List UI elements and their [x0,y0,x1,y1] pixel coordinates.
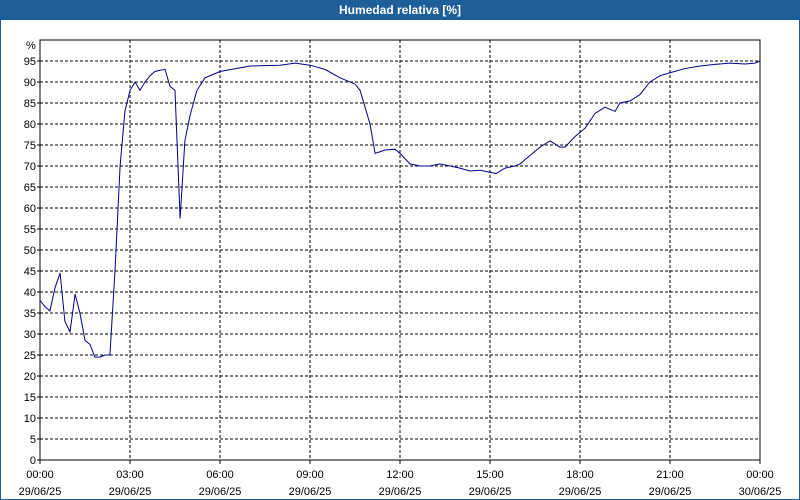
y-tick-label: 35 [24,308,36,320]
y-tick-label: 70 [24,161,36,173]
x-tick-date: 29/06/25 [559,486,602,498]
x-tick-label: 09:00 [296,469,324,481]
x-tick-label: 03:00 [116,469,144,481]
title-bar [0,0,800,20]
x-tick-date: 29/06/25 [199,486,242,498]
x-tick-date: 29/06/25 [109,486,152,498]
y-tick-label: 10 [24,413,36,425]
y-tick-label: 85 [24,98,36,110]
y-tick-label: 65 [24,182,36,194]
y-tick-label: 15 [24,392,36,404]
x-tick-date: 30/06/25 [739,486,782,498]
y-tick-label: 55 [24,224,36,236]
x-tick-date: 29/06/25 [649,486,692,498]
x-tick-date: 29/06/25 [289,486,332,498]
y-tick-label: 30 [24,329,36,341]
x-tick-label: 00:00 [746,469,774,481]
y-tick-label: 60 [24,203,36,215]
y-tick-label: 0 [30,455,36,467]
y-tick-label: 40 [24,287,36,299]
y-tick-label: 45 [24,266,36,278]
x-tick-label: 12:00 [386,469,414,481]
x-tick-date: 29/06/25 [379,486,422,498]
x-tick-label: 18:00 [566,469,594,481]
x-tick-label: 06:00 [206,469,234,481]
y-tick-label: 50 [24,245,36,257]
y-tick-label: 25 [24,350,36,362]
x-tick-label: 00:00 [26,469,54,481]
chart-title: Humedad relativa [%] [339,3,461,17]
y-tick-label: 90 [24,77,36,89]
x-tick-date: 29/06/25 [19,486,62,498]
y-axis-label: % [26,40,36,52]
y-tick-label: 5 [30,434,36,446]
x-tick-date: 29/06/25 [469,486,512,498]
data-line [39,60,761,358]
y-tick-label: 80 [24,119,36,131]
x-tick-label: 15:00 [476,469,504,481]
y-tick-label: 95 [24,56,36,68]
y-tick-label: 75 [24,140,36,152]
y-tick-label: 20 [24,371,36,383]
x-tick-label: 21:00 [656,469,684,481]
